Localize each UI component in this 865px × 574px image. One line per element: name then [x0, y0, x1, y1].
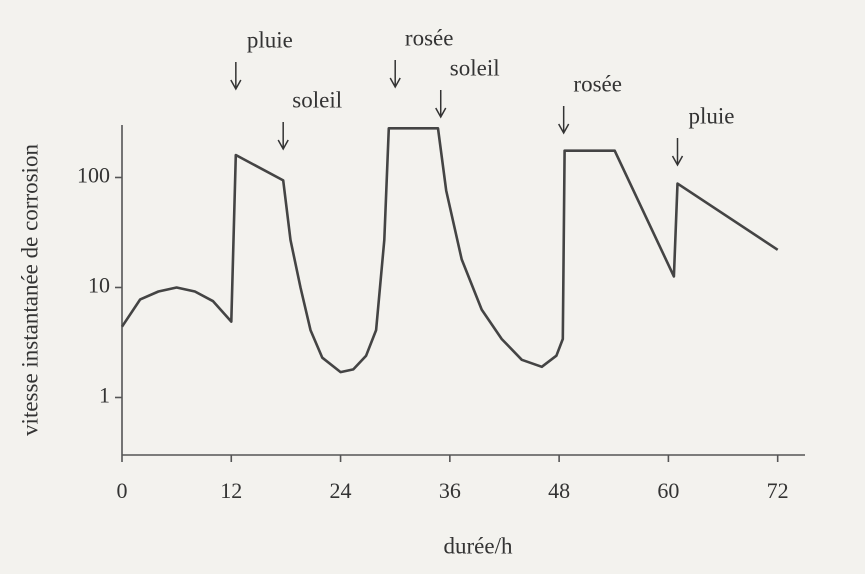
annotation: rosée [405, 25, 454, 50]
y-axis-label: vitesse instantanée de corrosion [17, 144, 42, 436]
annotation: pluie [247, 27, 293, 52]
x-tick-label: 48 [548, 478, 570, 503]
x-axis-label: durée/h [444, 533, 513, 558]
x-tick-label: 0 [117, 478, 128, 503]
annotation: pluie [689, 103, 735, 128]
annotation-arrow [435, 90, 447, 119]
y-tick-label: 1 [99, 383, 110, 408]
line [120, 127, 779, 374]
x-tick-label: 72 [767, 478, 789, 503]
x-tick-label: 12 [220, 478, 242, 503]
annotation-arrow [389, 60, 401, 89]
y-tick-label: 100 [77, 163, 110, 188]
annotation: soleil [450, 55, 500, 80]
annotation: rosée [573, 71, 622, 96]
x-tick-label: 60 [657, 478, 679, 503]
x-tick-label: 24 [330, 478, 352, 503]
annotation-arrow [277, 122, 289, 151]
annotation: soleil [292, 87, 342, 112]
y-tick-label: 10 [88, 273, 110, 298]
annotation-arrow [558, 106, 570, 135]
annotation-arrow [671, 138, 684, 167]
x-tick-label: 36 [439, 478, 461, 503]
annotation-arrow [230, 62, 242, 91]
